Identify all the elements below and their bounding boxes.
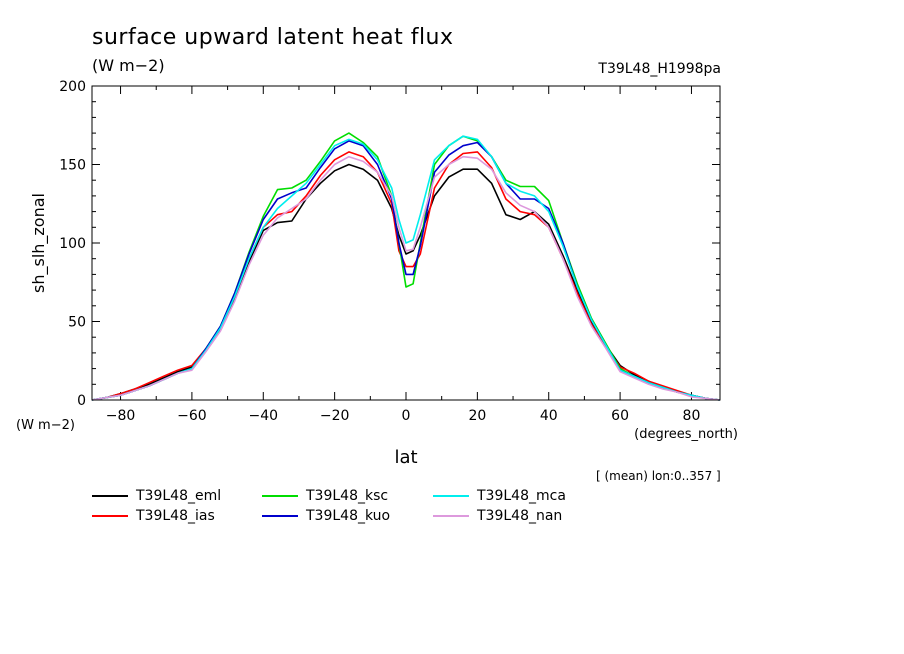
x-tick-label: 40 — [540, 408, 558, 424]
x-tick-label: −20 — [320, 408, 350, 424]
series-line-T39L48_nan — [91, 155, 721, 401]
y-axis-units: (W m−2) — [16, 418, 75, 433]
legend-swatch — [433, 515, 469, 517]
legend-label: T39L48_kuo — [306, 508, 391, 524]
legend-label: T39L48_ksc — [306, 488, 389, 504]
x-tick-label: 60 — [611, 408, 629, 424]
legend-swatch — [92, 515, 128, 517]
legend-label: T39L48_ias — [136, 508, 215, 524]
chart-title: surface upward latent heat flux — [92, 25, 454, 50]
legend-item: T39L48_ias — [92, 508, 215, 524]
legend-item: T39L48_eml — [92, 488, 221, 504]
legend-label: T39L48_mca — [477, 488, 566, 504]
x-tick-label: −60 — [177, 408, 207, 424]
y-tick-label: 0 — [77, 393, 86, 409]
x-tick-label: −40 — [248, 408, 278, 424]
x-axis-units: (degrees_north) — [634, 427, 738, 442]
legend-swatch — [262, 495, 298, 497]
x-axis-label: lat — [394, 447, 417, 468]
y-tick-label: 50 — [68, 315, 86, 331]
legend-label: T39L48_nan — [477, 508, 563, 524]
averaging-note: [ (mean) lon:0..357 ] — [596, 469, 721, 483]
legend-swatch — [262, 515, 298, 517]
x-tick-label: 20 — [468, 408, 486, 424]
series-line-T39L48_kuo — [91, 140, 721, 401]
legend-swatch — [433, 495, 469, 497]
y-tick-label: 100 — [59, 236, 86, 252]
legend-item: T39L48_nan — [433, 508, 562, 524]
series-line-T39L48_ias — [91, 151, 721, 401]
legend-label: T39L48_eml — [136, 488, 222, 504]
series-line-T39L48_mca — [91, 135, 721, 401]
legend-item: T39L48_mca — [433, 488, 566, 504]
y-tick-label: 150 — [59, 158, 86, 174]
plot-frame — [91, 85, 721, 401]
x-tick-label: 0 — [402, 408, 411, 424]
chart-units: (W m−2) — [92, 56, 165, 75]
x-tick-label: −80 — [106, 408, 136, 424]
y-axis-label: sh_slh_zonal — [29, 193, 49, 293]
run-id-label: T39L48_H1998pa — [598, 61, 721, 77]
legend-item: T39L48_ksc — [262, 488, 388, 504]
x-tick-label: 80 — [683, 408, 701, 424]
y-tick-label: 200 — [59, 79, 86, 95]
legend-item: T39L48_kuo — [262, 508, 390, 524]
legend-swatch — [92, 495, 128, 497]
